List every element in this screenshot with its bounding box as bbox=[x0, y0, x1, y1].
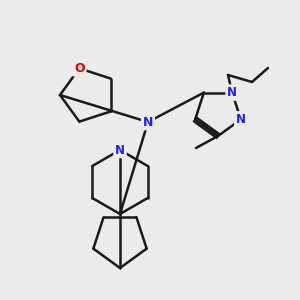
Text: O: O bbox=[74, 62, 85, 75]
Text: N: N bbox=[227, 86, 237, 99]
Text: N: N bbox=[236, 113, 246, 126]
Text: N: N bbox=[115, 143, 125, 157]
Text: N: N bbox=[143, 116, 153, 128]
